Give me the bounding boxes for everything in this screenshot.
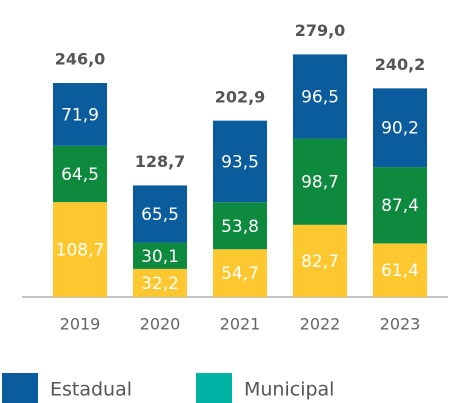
x-tick-label: 2023 xyxy=(380,315,421,334)
total-label: 128,7 xyxy=(135,152,186,171)
value-label: 93,5 xyxy=(221,152,259,172)
bar-segment xyxy=(133,185,187,243)
bar-segment xyxy=(213,249,267,297)
total-label: 240,2 xyxy=(375,55,426,74)
bar-segment xyxy=(133,242,187,269)
bar-segment xyxy=(213,120,267,203)
bar-segment xyxy=(53,202,107,297)
total-label: 202,9 xyxy=(215,87,266,106)
value-label: 30,1 xyxy=(141,247,179,267)
value-label: 53,8 xyxy=(221,217,259,237)
value-label: 82,7 xyxy=(301,252,339,272)
value-label: 54,7 xyxy=(221,264,259,284)
legend-label: Estadual xyxy=(50,379,132,401)
bar-segment xyxy=(373,167,427,244)
value-label: 64,5 xyxy=(61,165,99,185)
x-tick-label: 2020 xyxy=(140,315,181,334)
bar-segment xyxy=(293,224,347,297)
bar-segment xyxy=(133,268,187,297)
legend-swatch xyxy=(2,373,38,403)
legend-swatch xyxy=(196,373,232,403)
value-label: 61,4 xyxy=(381,261,419,281)
total-label: 246,0 xyxy=(55,50,106,69)
value-label: 96,5 xyxy=(301,88,339,108)
bar-segment xyxy=(53,83,107,146)
bar-segment xyxy=(213,202,267,250)
value-label: 87,4 xyxy=(381,196,419,216)
value-label: 71,9 xyxy=(61,105,99,125)
bar-segment xyxy=(53,145,107,203)
bar-segment xyxy=(293,54,347,139)
total-label: 279,0 xyxy=(295,21,346,40)
bar-segment xyxy=(293,138,347,225)
value-label: 108,7 xyxy=(56,241,105,261)
legend-label: Municipal xyxy=(244,379,334,401)
value-label: 65,5 xyxy=(141,205,179,225)
value-label: 32,2 xyxy=(141,274,179,294)
value-label: 90,2 xyxy=(381,119,419,139)
x-tick-label: 2021 xyxy=(220,315,261,334)
bar-segment xyxy=(373,243,427,297)
value-label: 98,7 xyxy=(301,173,339,193)
x-tick-label: 2022 xyxy=(300,315,341,334)
bar-segment xyxy=(373,88,427,168)
x-tick-label: 2019 xyxy=(60,315,101,334)
